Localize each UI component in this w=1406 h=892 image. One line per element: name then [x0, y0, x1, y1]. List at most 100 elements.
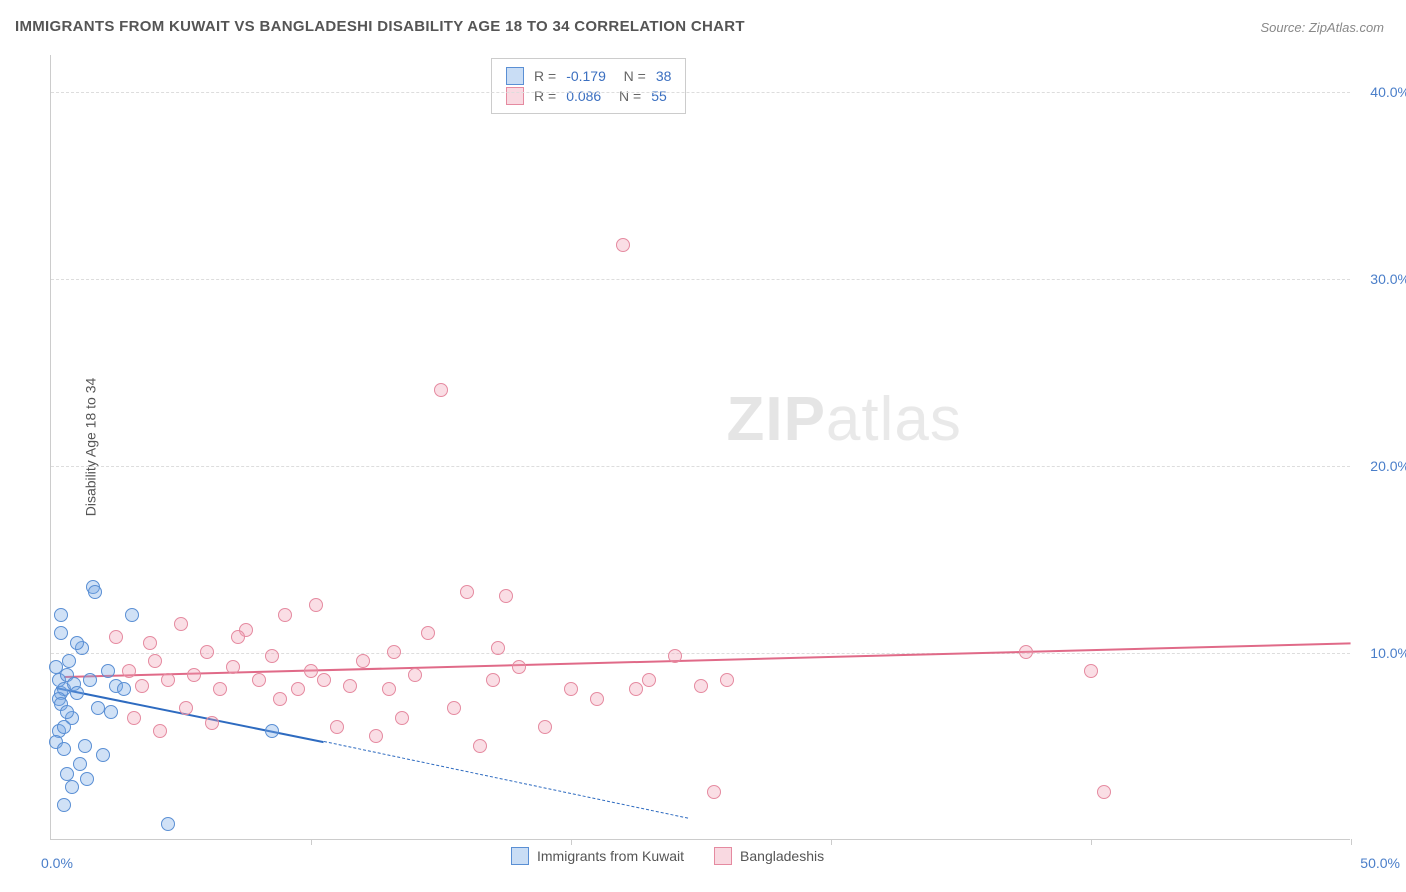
scatter-point: [330, 720, 344, 734]
scatter-point: [278, 608, 292, 622]
chart-plot-area: Disability Age 18 to 34 ZIPatlas R = -0.…: [50, 55, 1350, 840]
legend-item-kuwait: Immigrants from Kuwait: [511, 847, 684, 865]
scatter-point: [707, 785, 721, 799]
scatter-point: [78, 739, 92, 753]
scatter-point: [88, 585, 102, 599]
scatter-point: [60, 705, 74, 719]
regression-line: [324, 741, 688, 819]
scatter-point: [91, 701, 105, 715]
x-tick-mark: [1351, 839, 1352, 845]
scatter-point: [96, 748, 110, 762]
chart-title: IMMIGRANTS FROM KUWAIT VS BANGLADESHI DI…: [15, 18, 745, 35]
scatter-point: [70, 686, 84, 700]
scatter-point: [117, 682, 131, 696]
y-axis-label: Disability Age 18 to 34: [82, 378, 98, 517]
scatter-point: [460, 585, 474, 599]
scatter-point: [395, 711, 409, 725]
scatter-point: [161, 673, 175, 687]
scatter-point: [304, 664, 318, 678]
x-tick-mark: [831, 839, 832, 845]
scatter-point: [161, 817, 175, 831]
scatter-point: [179, 701, 193, 715]
scatter-point: [356, 654, 370, 668]
scatter-point: [231, 630, 245, 644]
swatch-pink-icon: [714, 847, 732, 865]
scatter-point: [564, 682, 578, 696]
scatter-point: [616, 238, 630, 252]
scatter-point: [252, 673, 266, 687]
scatter-point: [309, 598, 323, 612]
scatter-point: [499, 589, 513, 603]
scatter-point: [70, 636, 84, 650]
scatter-point: [668, 649, 682, 663]
scatter-point: [265, 724, 279, 738]
scatter-point: [434, 383, 448, 397]
scatter-point: [317, 673, 331, 687]
scatter-point: [1084, 664, 1098, 678]
gridline: [51, 653, 1350, 654]
scatter-point: [83, 673, 97, 687]
gridline: [51, 466, 1350, 467]
scatter-point: [512, 660, 526, 674]
y-tick-label: 20.0%: [1355, 458, 1406, 474]
scatter-point: [148, 654, 162, 668]
scatter-point: [57, 742, 71, 756]
scatter-point: [694, 679, 708, 693]
scatter-point: [80, 772, 94, 786]
legend-row-bangladeshi: R = 0.086 N = 55: [506, 87, 671, 105]
scatter-point: [291, 682, 305, 696]
scatter-point: [143, 636, 157, 650]
scatter-point: [122, 664, 136, 678]
x-tick-mark: [1091, 839, 1092, 845]
swatch-blue-icon: [511, 847, 529, 865]
scatter-point: [720, 673, 734, 687]
scatter-point: [127, 711, 141, 725]
scatter-point: [265, 649, 279, 663]
scatter-point: [538, 720, 552, 734]
legend-row-kuwait: R = -0.179 N = 38: [506, 67, 671, 85]
scatter-point: [62, 654, 76, 668]
x-tick-50: 50.0%: [1360, 855, 1400, 871]
swatch-blue-icon: [506, 67, 524, 85]
scatter-point: [343, 679, 357, 693]
scatter-point: [200, 645, 214, 659]
scatter-point: [60, 767, 74, 781]
correlation-legend: R = -0.179 N = 38 R = 0.086 N = 55: [491, 58, 686, 114]
scatter-point: [382, 682, 396, 696]
watermark: ZIPatlas: [726, 384, 961, 455]
scatter-point: [408, 668, 422, 682]
scatter-point: [369, 729, 383, 743]
scatter-point: [629, 682, 643, 696]
x-tick-0: 0.0%: [41, 855, 73, 871]
y-tick-label: 10.0%: [1355, 645, 1406, 661]
series-legend: Immigrants from Kuwait Bangladeshis: [511, 847, 824, 865]
scatter-point: [273, 692, 287, 706]
x-tick-mark: [571, 839, 572, 845]
swatch-pink-icon: [506, 87, 524, 105]
scatter-point: [57, 720, 71, 734]
scatter-point: [101, 664, 115, 678]
scatter-point: [421, 626, 435, 640]
scatter-point: [1019, 645, 1033, 659]
scatter-point: [109, 630, 123, 644]
scatter-point: [54, 626, 68, 640]
scatter-point: [54, 608, 68, 622]
scatter-point: [590, 692, 604, 706]
scatter-point: [187, 668, 201, 682]
scatter-point: [135, 679, 149, 693]
regression-line: [64, 642, 1351, 678]
scatter-point: [65, 780, 79, 794]
scatter-point: [473, 739, 487, 753]
scatter-point: [642, 673, 656, 687]
x-tick-mark: [311, 839, 312, 845]
scatter-point: [205, 716, 219, 730]
scatter-point: [387, 645, 401, 659]
scatter-point: [1097, 785, 1111, 799]
scatter-point: [226, 660, 240, 674]
scatter-point: [213, 682, 227, 696]
y-tick-label: 40.0%: [1355, 84, 1406, 100]
gridline: [51, 279, 1350, 280]
legend-item-bangladeshi: Bangladeshis: [714, 847, 824, 865]
scatter-point: [57, 798, 71, 812]
scatter-point: [486, 673, 500, 687]
